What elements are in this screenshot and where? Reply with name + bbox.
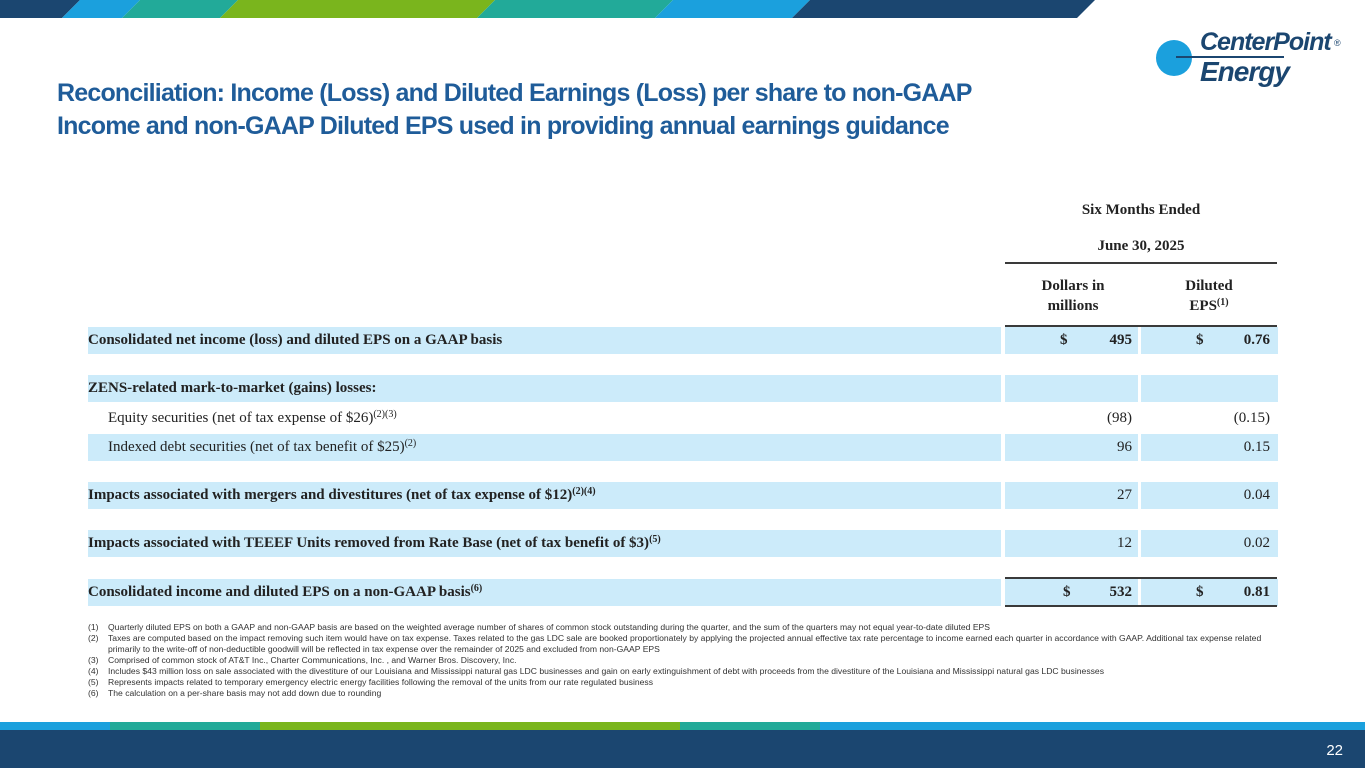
footnote-5: (5) Represents impacts related to tempora… [88, 677, 654, 687]
page-title-line1: Reconciliation: Income (Loss) and Dilute… [57, 79, 972, 107]
top-accent-stripe [0, 0, 1095, 18]
page-number: 22 [1326, 742, 1343, 759]
period-header-line2: June 30, 2025 [1097, 238, 1185, 254]
page-title-line2: Income and non-GAAP Diluted EPS used in … [57, 112, 950, 140]
table-row-equity-securities: Equity securities (net of tax expense of… [108, 409, 1270, 427]
period-header-line1: Six Months Ended [1081, 202, 1201, 218]
page-title: Reconciliation: Income (Loss) and Dilute… [57, 77, 1117, 143]
table-row-non-gaap-total: Consolidated income and diluted EPS on a… [88, 579, 1278, 606]
footnote-3: (3) Comprised of common stock of AT&T Inc… [88, 655, 517, 665]
column-header-rule [1005, 325, 1277, 327]
table-row-zens-heading: ZENS-related mark-to-market (gains) loss… [88, 375, 1278, 402]
table-row-gaap: Consolidated net income (loss) and dilut… [88, 327, 1278, 354]
footnote-1: (1) Quarterly diluted EPS on both a GAAP … [88, 622, 991, 632]
period-header-rule [1005, 262, 1277, 264]
table-row-indexed-debt: Indexed debt securities (net of tax bene… [88, 434, 1278, 461]
total-top-rule [1005, 577, 1277, 579]
table-row-mergers-divestitures: Impacts associated with mergers and dive… [88, 482, 1278, 509]
footnote-2: (2) Taxes are computed based on the impac… [88, 633, 1262, 654]
logo-registered-mark: ® [1334, 38, 1341, 48]
logo-wordmark-line2: Energy [1200, 56, 1290, 87]
footnote-4: (4) Includes $43 million loss on sale ass… [88, 666, 1104, 676]
footnotes: (1) Quarterly diluted EPS on both a GAAP … [88, 622, 1278, 699]
column-header-dollars: Dollars in millions [1041, 278, 1105, 314]
bottom-accent-stripe [0, 722, 1365, 730]
table-row-teeef-units: Impacts associated with TEEEF Units remo… [88, 530, 1278, 557]
column-header-diluted-eps: Diluted EPS(1) [1185, 278, 1233, 314]
footer-bar [0, 730, 1365, 768]
logo-divider-line [1176, 56, 1284, 58]
logo-wordmark-line1: CenterPoint [1200, 28, 1332, 56]
logo-circle-icon [1156, 40, 1192, 76]
footnote-6: (6) The calculation on a per-share basis … [88, 688, 382, 698]
centerpoint-energy-logo: CenterPoint Energy ® [1150, 26, 1350, 96]
total-bottom-rule [1005, 605, 1277, 607]
reconciliation-table: Six Months Ended June 30, 2025 Dollars i… [88, 0, 1278, 610]
